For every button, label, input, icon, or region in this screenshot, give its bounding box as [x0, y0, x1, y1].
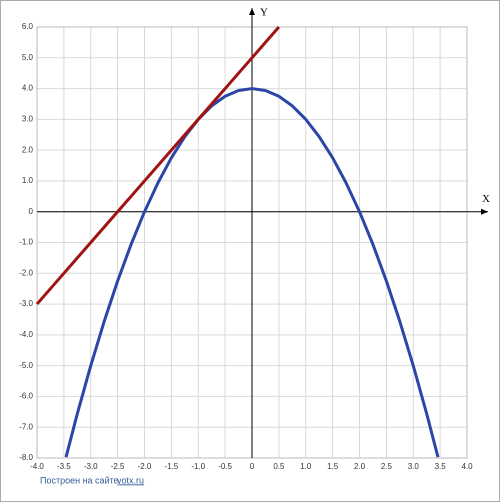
curve	[35, 26, 281, 306]
y-tick-label: -2.0	[19, 268, 33, 277]
x-tick-label: -2.0	[138, 462, 152, 471]
y-tick-label: 1.0	[22, 176, 34, 185]
x-tick-label: 0.5	[273, 462, 285, 471]
x-tick-label: 1.0	[300, 462, 312, 471]
x-tick-label: -3.5	[57, 462, 71, 471]
y-tick-label: -6.0	[19, 392, 33, 401]
x-tick-label: -1.0	[191, 462, 205, 471]
y-tick-label: -3.0	[19, 299, 33, 308]
x-tick-label: 2.5	[381, 462, 393, 471]
y-tick-label: 3.0	[22, 114, 34, 123]
y-tick-label: 2.0	[22, 145, 34, 154]
x-axis-arrow	[481, 208, 488, 215]
y-tick-label: -7.0	[19, 422, 33, 431]
x-tick-label: -4.0	[30, 462, 44, 471]
x-tick-label: -2.5	[111, 462, 125, 471]
y-tick-label: 0	[29, 207, 34, 216]
y-tick-label: 6.0	[22, 22, 34, 31]
x-tick-label: 3.5	[435, 462, 447, 471]
y-tick-label: -1.0	[19, 238, 33, 247]
x-tick-label: 1.5	[327, 462, 339, 471]
x-tick-label: 2.0	[354, 462, 366, 471]
curve	[64, 87, 440, 458]
y-tick-label: 5.0	[22, 53, 34, 62]
x-tick-label: 4.0	[461, 462, 473, 471]
x-tick-label: 3.0	[408, 462, 420, 471]
footer: Построен на сайте	[40, 475, 119, 485]
y-axis-arrow	[249, 8, 255, 15]
footer-link[interactable]: yotx.ru	[117, 475, 144, 485]
x-axis-label: X	[482, 193, 490, 205]
x-tick-label: -3.0	[84, 462, 98, 471]
x-tick-label: 0	[250, 462, 255, 471]
y-tick-label: 4.0	[22, 84, 34, 93]
y-tick-label: -5.0	[19, 361, 33, 370]
y-tick-label: -8.0	[19, 453, 33, 462]
x-tick-label: -1.5	[164, 462, 178, 471]
y-axis-label: Y	[260, 7, 268, 19]
x-tick-label: -0.5	[218, 462, 232, 471]
y-tick-label: -4.0	[19, 330, 33, 339]
